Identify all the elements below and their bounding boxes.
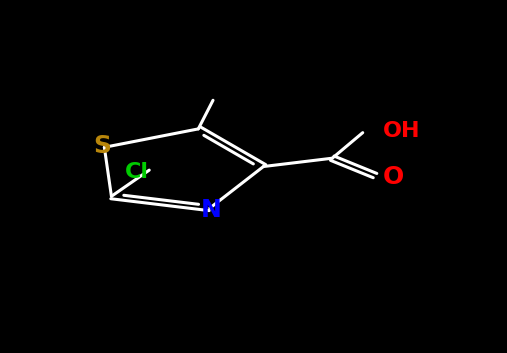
Text: O: O [383, 165, 404, 189]
Text: OH: OH [383, 121, 420, 141]
Text: N: N [200, 198, 221, 222]
Text: Cl: Cl [125, 162, 149, 182]
Text: S: S [93, 133, 112, 157]
